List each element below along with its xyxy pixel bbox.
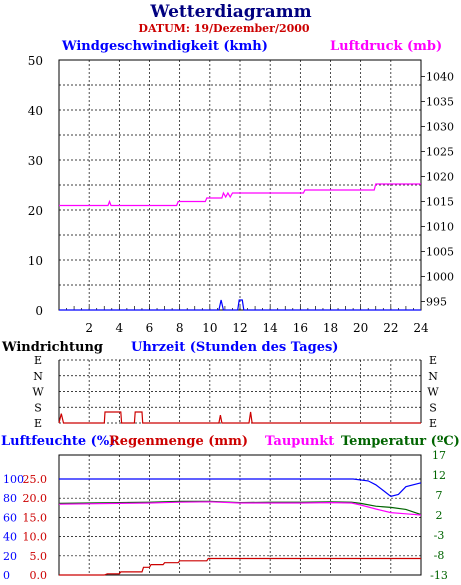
wind-speed-line: [59, 299, 421, 311]
hour-tick-label: 10: [202, 321, 217, 335]
humidity-line: [59, 478, 422, 497]
temperature-tick-label: -13: [430, 569, 448, 582]
chart-title: Wetterdiagramm: [149, 2, 311, 22]
pressure-tick-label: 1000: [426, 271, 454, 284]
wind-direction-line: [58, 411, 421, 424]
hour-tick-label: 16: [293, 321, 308, 335]
wind-speed-tick-label: 0: [35, 304, 43, 318]
temperature-tick-label: 17: [432, 449, 446, 462]
rain-tick-label: 0.0: [30, 569, 48, 582]
humidity-tick-label: 80: [3, 492, 17, 505]
rain-tick-label: 5.0: [30, 550, 48, 563]
hour-tick-label: 22: [383, 321, 398, 335]
rain-tick-label: 10.0: [23, 531, 48, 544]
pressure-tick-label: 995: [426, 296, 447, 309]
temperature-tick-label: 12: [432, 469, 446, 482]
hour-axis-title: Uhrzeit (Stunden des Tages): [131, 340, 338, 355]
rain-tick-label: 20.0: [23, 492, 48, 505]
rain-line: [59, 557, 421, 576]
rain-legend: Regenmenge (mm): [109, 434, 248, 449]
humidity-tick-label: 100: [3, 473, 24, 486]
wind-speed-tick-label: 40: [28, 104, 43, 118]
pressure-tick-label: 1035: [426, 96, 454, 109]
temperature-line: [58, 500, 422, 516]
direction-tick-label: N: [428, 370, 438, 383]
direction-tick-label: W: [32, 386, 44, 399]
chart-subtitle: DATUM: 19/Dezember/2000: [138, 22, 310, 35]
direction-tick-label: E: [429, 417, 437, 430]
humidity-legend: Luftfeuchte (%): [1, 434, 115, 449]
temperature-legend: Temperatur (ºC): [341, 434, 460, 449]
rain-tick-label: 15.0: [23, 511, 48, 524]
rain-tick-label: 25.0: [23, 473, 48, 486]
direction-tick-label: W: [427, 386, 439, 399]
temperature-tick-label: -3: [434, 529, 445, 542]
pressure-tick-label: 1015: [426, 196, 454, 209]
pressure-tick-label: 1025: [426, 146, 454, 159]
pressure-tick-label: 1030: [426, 121, 454, 134]
dewpoint-legend: Taupunkt: [265, 434, 334, 449]
temperature-tick-label: 7: [436, 489, 443, 502]
pressure-line: [59, 183, 421, 207]
chart-panels: 0102030405099510001005101010151020102510…: [3, 54, 454, 582]
wind-speed-tick-label: 10: [28, 254, 43, 268]
hour-tick-label: 8: [176, 321, 184, 335]
direction-tick-label: N: [33, 370, 43, 383]
hour-tick-label: 20: [353, 321, 368, 335]
temperature-tick-label: 2: [436, 509, 443, 522]
hour-tick-label: 24: [413, 321, 429, 335]
dewpoint-line: [58, 501, 422, 516]
hour-tick-label: 6: [146, 321, 154, 335]
hour-tick-label: 4: [116, 321, 124, 335]
wind-speed-axis-title: Windgeschwindigkeit (kmh): [61, 39, 268, 54]
hour-tick-label: 12: [232, 321, 247, 335]
wind-direction-title: Windrichtung: [1, 340, 103, 355]
direction-tick-label: S: [429, 401, 437, 414]
pressure-axis-title: Luftdruck (mb): [330, 39, 442, 54]
pressure-tick-label: 1005: [426, 246, 454, 259]
hour-tick-label: 2: [85, 321, 93, 335]
pressure-tick-label: 1010: [426, 221, 454, 234]
direction-tick-label: E: [429, 354, 437, 367]
wind-speed-tick-label: 50: [28, 54, 43, 68]
wind-speed-tick-label: 30: [28, 154, 43, 168]
humidity-tick-label: 20: [3, 550, 17, 563]
pressure-tick-label: 1020: [426, 171, 454, 184]
direction-tick-label: S: [34, 401, 42, 414]
humidity-tick-label: 60: [3, 511, 17, 524]
hour-tick-label: 18: [323, 321, 338, 335]
direction-tick-label: E: [34, 354, 42, 367]
humidity-tick-label: 40: [3, 531, 17, 544]
humidity-tick-label: 0: [3, 569, 10, 582]
wind-speed-tick-label: 20: [28, 204, 43, 218]
direction-tick-label: E: [34, 417, 42, 430]
hour-tick-label: 14: [263, 321, 279, 335]
pressure-tick-label: 1040: [426, 71, 454, 84]
temperature-tick-label: -8: [434, 549, 445, 562]
